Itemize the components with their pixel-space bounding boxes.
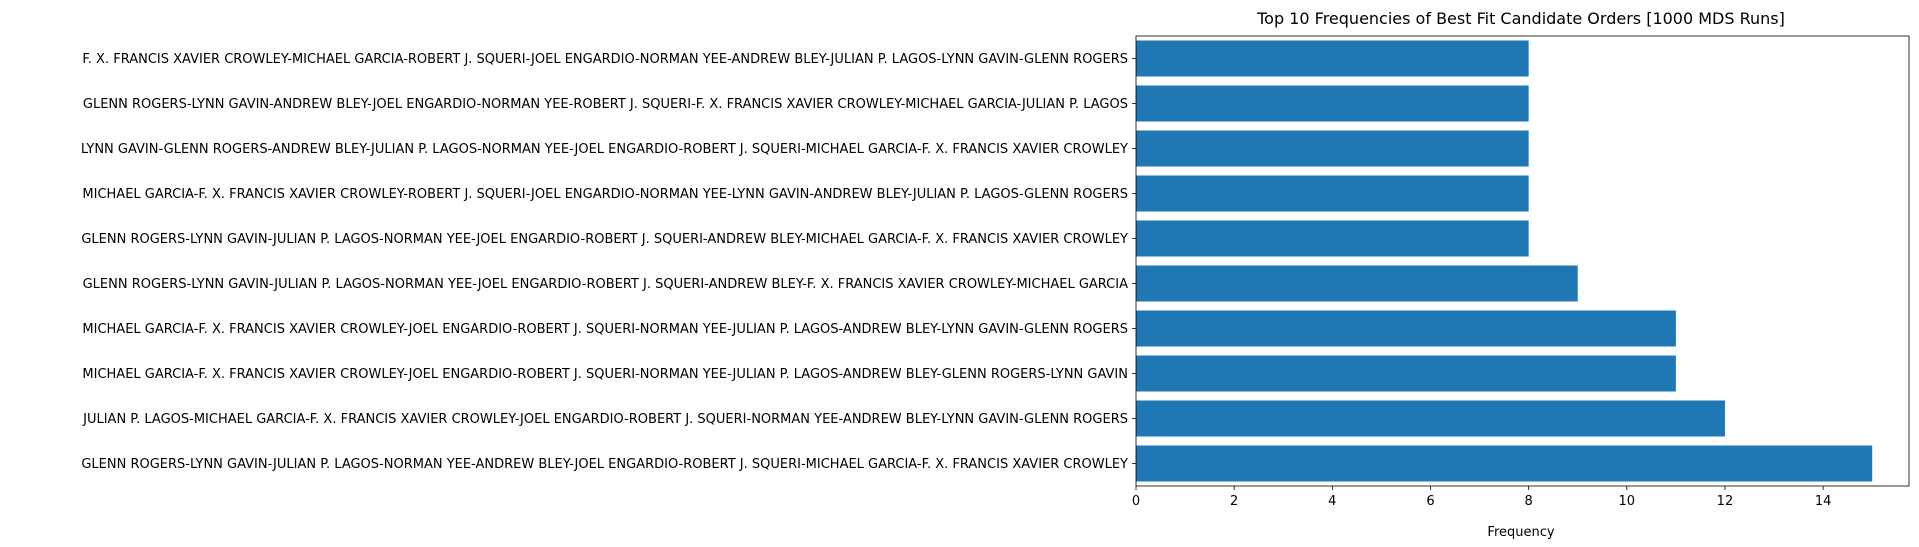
bar	[1136, 400, 1725, 437]
category-label: MICHAEL GARCIA-F. X. FRANCIS XAVIER CROW…	[82, 367, 1128, 382]
axes-frame	[1135, 35, 1910, 487]
chart-title: Top 10 Frequencies of Best Fit Candidate…	[1256, 9, 1785, 28]
x-tick-label: 12	[1717, 494, 1734, 509]
category-label: GLENN ROGERS-LYNN GAVIN-ANDREW BLEY-JOEL…	[83, 97, 1128, 112]
plot-frame	[1135, 35, 1910, 487]
bar	[1136, 445, 1873, 482]
bar	[1136, 85, 1529, 122]
bar	[1136, 175, 1529, 212]
x-tick-label: 14	[1815, 494, 1832, 509]
x-tick-label: 0	[1132, 494, 1140, 509]
category-label: LYNN GAVIN-GLENN ROGERS-ANDREW BLEY-JULI…	[81, 142, 1128, 157]
x-tick-label: 4	[1328, 494, 1336, 509]
category-label: GLENN ROGERS-LYNN GAVIN-JULIAN P. LAGOS-…	[81, 232, 1128, 247]
category-label: MICHAEL GARCIA-F. X. FRANCIS XAVIER CROW…	[82, 322, 1128, 337]
category-label: MICHAEL GARCIA-F. X. FRANCIS XAVIER CROW…	[82, 187, 1128, 202]
x-tick-label: 6	[1426, 494, 1434, 509]
bar	[1136, 40, 1529, 77]
x-tick-label: 8	[1524, 494, 1532, 509]
category-label: F. X. FRANCIS XAVIER CROWLEY-MICHAEL GAR…	[82, 52, 1128, 67]
bar	[1136, 130, 1529, 167]
x-axis-title: Frequency	[1487, 525, 1554, 540]
category-label: GLENN ROGERS-LYNN GAVIN-JULIAN P. LAGOS-…	[83, 277, 1129, 292]
bar	[1136, 265, 1578, 302]
bar	[1136, 220, 1529, 257]
bar	[1136, 310, 1676, 347]
category-labels-group: GLENN ROGERS-LYNN GAVIN-JULIAN P. LAGOS-…	[81, 52, 1136, 472]
x-tick-label: 2	[1230, 494, 1238, 509]
bars-group	[1136, 40, 1873, 482]
category-label: JULIAN P. LAGOS-MICHAEL GARCIA-F. X. FRA…	[82, 412, 1128, 427]
category-label: GLENN ROGERS-LYNN GAVIN-JULIAN P. LAGOS-…	[81, 457, 1128, 472]
bar	[1136, 355, 1676, 392]
x-tick-label: 10	[1619, 494, 1636, 509]
x-ticks-group: 0 2 4 6 8 10 12 14	[1132, 486, 1832, 509]
